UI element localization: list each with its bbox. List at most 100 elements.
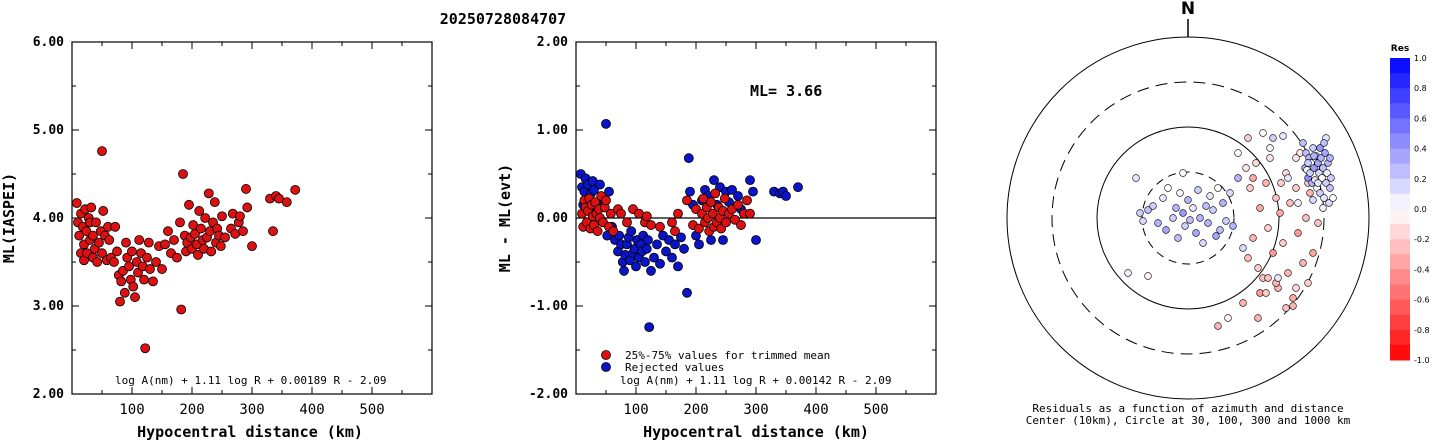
- rejected-point: [626, 226, 637, 237]
- x-tick-label: 300: [743, 402, 768, 418]
- residual-point: [1206, 192, 1214, 200]
- residual-point: [1262, 289, 1270, 297]
- data-point: [110, 221, 121, 232]
- ring-1000km: [1006, 36, 1370, 400]
- residual-point: [1264, 224, 1272, 232]
- residual-point: [1306, 169, 1314, 177]
- data-point: [157, 264, 167, 274]
- magnitude-panel: 100 200 300 400 500 2.00 3.00 4.00 5.00 6.00 ML(I…: [0, 35, 433, 441]
- residual-points: [1124, 129, 1337, 330]
- data-point: [142, 252, 152, 263]
- residual-point: [1222, 217, 1230, 225]
- data-point: [91, 217, 101, 228]
- data-point: [215, 241, 226, 252]
- residual-point: [1214, 322, 1222, 330]
- trimmed-point: [667, 217, 677, 228]
- residual-point: [1299, 139, 1307, 147]
- y-axis-label: ML(IASPEI): [0, 173, 18, 263]
- residual-point: [1212, 232, 1220, 240]
- trimmed-point: [694, 223, 704, 234]
- trimmed-point: [710, 188, 721, 199]
- colorbar-tick-label: 0.4: [1414, 145, 1427, 154]
- data-point: [242, 202, 253, 213]
- residual-point: [1286, 199, 1294, 207]
- residual-point: [1136, 209, 1144, 217]
- residual-point: [1274, 274, 1282, 282]
- residual-point: [1316, 144, 1324, 152]
- colorbar-cell: [1390, 314, 1410, 331]
- rejected-point: [641, 243, 652, 254]
- x-axis-label: Hypocentral distance (km): [643, 423, 869, 441]
- residual-point: [1264, 274, 1272, 282]
- residual-point: [1229, 222, 1237, 230]
- data-point: [241, 184, 251, 194]
- formula-label: log A(nm) + 1.11 log R + 0.00189 R - 2.0…: [115, 374, 387, 387]
- residual-point: [1277, 179, 1285, 187]
- rejected-point: [643, 235, 653, 245]
- residual-point: [1284, 174, 1292, 182]
- colorbar-ticks: 1.0 0.8 0.6 0.4 0.2 0.0 -0.2 -0.4 -0.6 -0.8 -1.0: [1414, 54, 1430, 365]
- data-point: [175, 217, 185, 228]
- y-tick-label: -1.00: [529, 299, 568, 314]
- residual-point: [1321, 149, 1329, 157]
- residual-point: [1289, 294, 1297, 302]
- rejected-point: [644, 322, 655, 333]
- residual-point: [1239, 299, 1247, 307]
- rejected-point: [604, 186, 614, 197]
- rejected-point: [781, 191, 791, 201]
- residual-point: [1234, 149, 1242, 157]
- data-point: [139, 274, 149, 285]
- trimmed-point: [719, 193, 730, 204]
- ml-value-label: ML= 3.66: [750, 82, 822, 100]
- colorbar-cell: [1390, 103, 1410, 119]
- residual-point: [1164, 184, 1172, 192]
- data-point: [163, 226, 173, 237]
- x-tick-label: 100: [623, 402, 648, 418]
- colorbar-cell: [1390, 209, 1410, 225]
- residual-point: [1144, 272, 1152, 280]
- rejected-point: [683, 153, 694, 164]
- residual-point: [1326, 154, 1334, 162]
- residual-point: [1174, 234, 1182, 242]
- trimmed-point: [682, 195, 692, 206]
- residual-point: [1329, 194, 1337, 202]
- residual-point: [1169, 214, 1177, 222]
- residual-point: [1252, 159, 1260, 167]
- data-point: [134, 235, 145, 245]
- trimmed-point: [721, 217, 731, 228]
- residual-point: [1194, 186, 1202, 194]
- residual-point: [1314, 219, 1322, 227]
- rejected-point: [745, 175, 755, 186]
- colorbar-tick-label: -0.8: [1414, 326, 1430, 335]
- residual-point: [1196, 214, 1204, 222]
- residual-point: [1276, 209, 1284, 217]
- residual-point: [1292, 154, 1300, 162]
- y-tick-label: 4.00: [33, 211, 64, 226]
- residual-point: [1294, 199, 1302, 207]
- data-points: [575, 118, 803, 333]
- trimmed-point: [616, 208, 626, 219]
- rejected-point: [676, 232, 686, 243]
- data-point: [143, 237, 154, 248]
- data-point: [203, 188, 214, 199]
- colorbar-tick-label: -1.0: [1414, 356, 1430, 365]
- data-point: [116, 276, 127, 287]
- residual-point: [1326, 184, 1334, 192]
- ring-300km: [1051, 81, 1325, 355]
- colorbar-cell: [1390, 329, 1410, 346]
- data-point: [184, 199, 194, 210]
- colorbar-cell: [1390, 88, 1410, 104]
- residual-point: [1309, 144, 1317, 152]
- trimmed-point: [641, 211, 652, 222]
- residual-point: [1192, 229, 1200, 237]
- residual-point: [1246, 184, 1254, 192]
- trimmed-point: [707, 208, 718, 219]
- y-tick-label: 6.00: [33, 35, 64, 50]
- x-tick-label: 200: [683, 402, 708, 418]
- colorbar-tick-label: 0.2: [1414, 175, 1427, 184]
- y-tick-label: 5.00: [33, 123, 64, 138]
- colorbar-cell: [1390, 254, 1410, 270]
- residual-point: [1179, 209, 1187, 217]
- residual-point: [1266, 144, 1274, 152]
- residual-point: [1184, 196, 1192, 204]
